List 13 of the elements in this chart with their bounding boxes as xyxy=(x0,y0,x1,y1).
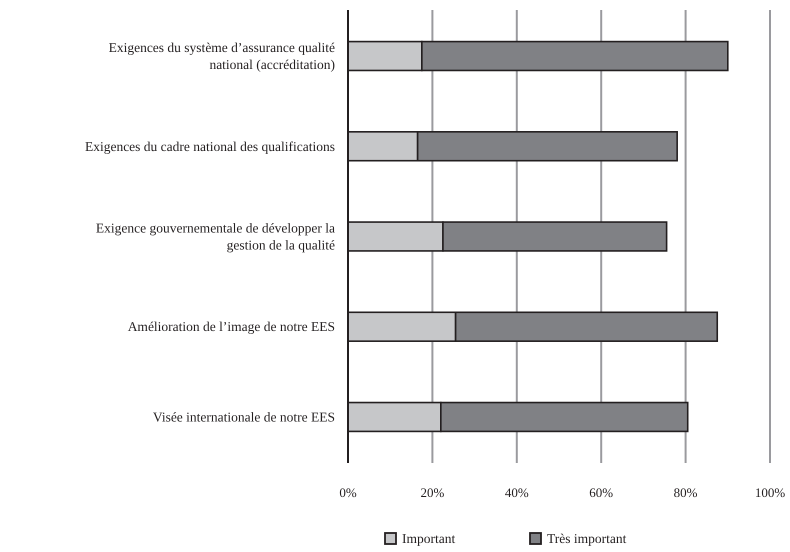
legend-label: Important xyxy=(402,531,456,546)
x-tick-label: 40% xyxy=(504,485,529,500)
x-tick-label: 80% xyxy=(674,485,698,500)
x-tick-label: 20% xyxy=(420,485,444,500)
x-tick-label: 100% xyxy=(754,485,786,500)
legend-label: Très important xyxy=(547,531,627,546)
y-tick-label: Exigence gouvernementale de développer la gestion de la qualité xyxy=(96,220,336,252)
x-tick-label: 0% xyxy=(339,485,357,500)
y-tick-label: Exigences du cadre national des qualifications xyxy=(84,138,335,154)
y-tick-label: Amélioration de l’image de notre EES xyxy=(128,319,335,334)
y-tick-label: Exigences du système d’assurance qualité national (accréditation) xyxy=(108,40,336,72)
x-tick-label: 60% xyxy=(589,485,614,500)
y-tick-label: Visée internationale de notre EES xyxy=(152,409,335,424)
